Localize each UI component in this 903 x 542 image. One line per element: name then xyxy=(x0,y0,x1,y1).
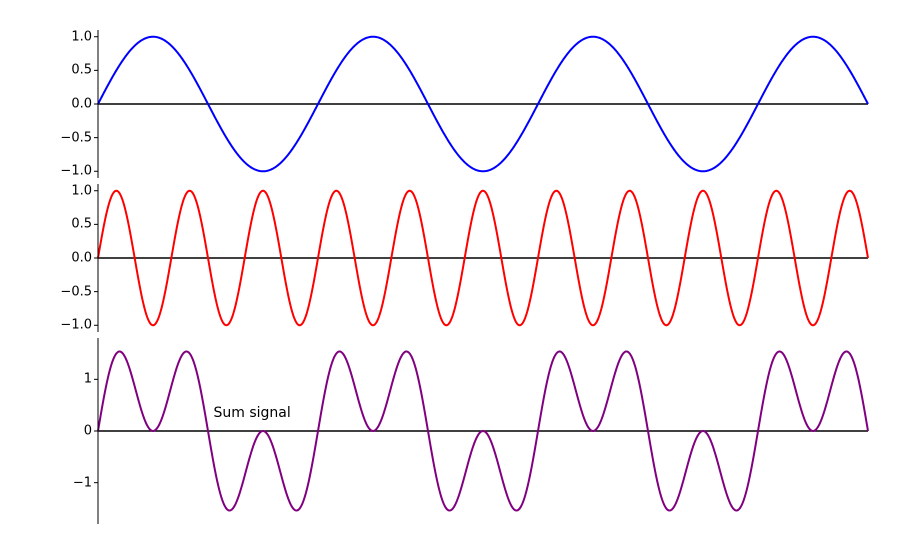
ytick-label: −0.5 xyxy=(60,130,98,145)
ytick-label: −1.0 xyxy=(60,318,98,333)
ytick-label: 1.0 xyxy=(71,183,98,198)
ytick-label: −1.0 xyxy=(60,164,98,179)
ytick-label: 0.5 xyxy=(71,217,98,232)
ytick-label: 0.0 xyxy=(71,97,98,112)
chart-svg-sum xyxy=(98,338,868,524)
ytick-label: 0 xyxy=(84,424,98,439)
figure: −1.0−0.50.00.51.0 −1.0−0.50.00.51.0 −101… xyxy=(0,0,903,542)
chart-panel-sine1: −1.0−0.50.00.51.0 xyxy=(98,30,868,178)
ytick-label: 1 xyxy=(84,372,98,387)
ytick-label: 0.0 xyxy=(71,251,98,266)
sum-signal-label: Sum signal xyxy=(214,405,291,421)
ytick-label: 1.0 xyxy=(71,29,98,44)
chart-svg-sine1 xyxy=(98,30,868,178)
ytick-label: −1 xyxy=(73,475,98,490)
ytick-label: −0.5 xyxy=(60,284,98,299)
chart-panel-sine2: −1.0−0.50.00.51.0 xyxy=(98,184,868,332)
chart-panel-sum: −101 Sum signal xyxy=(98,338,868,524)
ytick-label: 0.5 xyxy=(71,63,98,78)
chart-svg-sine2 xyxy=(98,184,868,332)
